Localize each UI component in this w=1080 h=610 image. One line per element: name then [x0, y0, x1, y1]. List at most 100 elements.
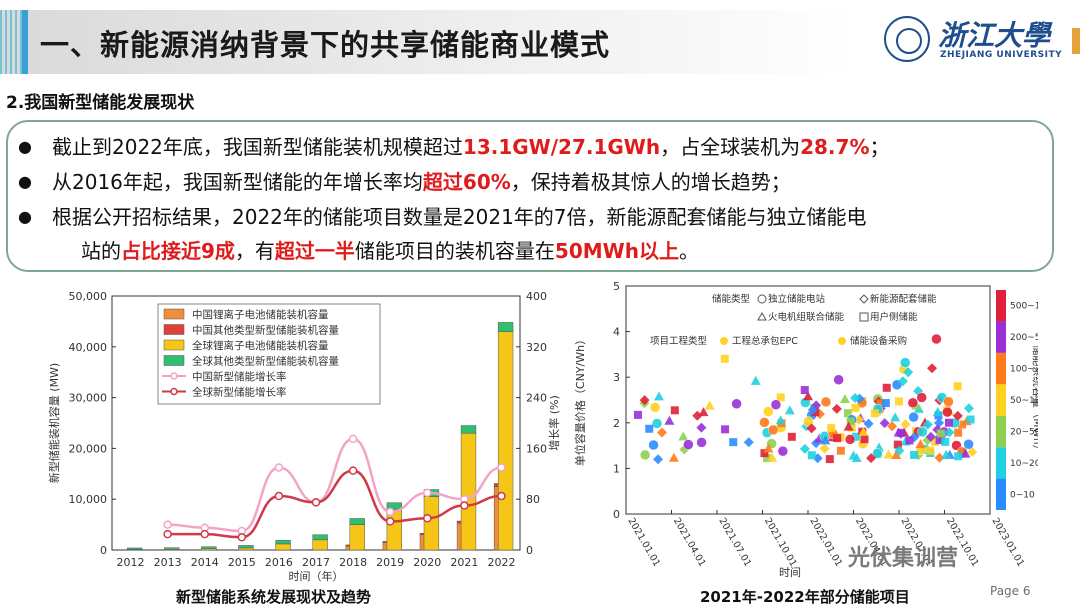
- legend-marker: [170, 387, 178, 396]
- scatter-point: [910, 450, 919, 459]
- scatter-point: [645, 424, 654, 433]
- scatter-point: [750, 375, 761, 385]
- bar-segment: [460, 432, 477, 551]
- bar-segment: [386, 502, 402, 510]
- y-tick-label: 50,000: [69, 290, 108, 303]
- scatter-point: [653, 391, 664, 401]
- y-tick-label: 20,000: [69, 442, 108, 455]
- legend-project-marker: [720, 337, 728, 345]
- scatter-point: [963, 439, 974, 450]
- growth-point: [348, 434, 358, 444]
- growth-point: [423, 488, 432, 498]
- scatter-point: [954, 452, 963, 461]
- scatter-point: [927, 363, 938, 374]
- scatter-point: [696, 437, 707, 448]
- bar-segment: [497, 331, 514, 551]
- legend-type-label: 火电机组联合储能: [768, 311, 845, 323]
- scatter-point: [648, 439, 659, 451]
- x-tick-label: 2023.01.01: [989, 516, 1026, 569]
- legend-swatch: [163, 355, 185, 366]
- key-points-box: 截止到2022年底，我国新型储能装机规模超过13.1GW/27.1GWh，占全球…: [6, 120, 1054, 272]
- scatter-point: [767, 424, 779, 436]
- legend-label: 全球新型储能增长率: [192, 386, 287, 399]
- legend-label: 全球锂离子电池储能装机容量: [192, 339, 329, 352]
- bar-segment: [497, 322, 514, 332]
- x-tick-label: 2021.04.01: [671, 516, 708, 569]
- growth-line: [167, 469, 502, 539]
- y-tick-label: 2: [613, 417, 620, 430]
- x-axis-label: 时间: [779, 566, 801, 579]
- colorbar-label: 20~50: [1010, 427, 1038, 437]
- colorbar-label: 200~500: [1010, 333, 1038, 343]
- scatter-point: [843, 409, 852, 418]
- scatter-point: [833, 374, 844, 385]
- scatter-point: [729, 438, 738, 447]
- growth-point: [163, 529, 172, 539]
- scatter-point: [960, 448, 971, 458]
- growth-point: [163, 520, 172, 529]
- bar-segment: [312, 539, 328, 551]
- scatter-point: [851, 453, 862, 463]
- scatter-point: [721, 425, 730, 434]
- bullet-3b-highlight-2: 超过一半: [274, 239, 355, 263]
- bar-segment: [164, 547, 180, 550]
- left-chart-caption: 新型储能系统发展现状及趋势: [176, 588, 372, 606]
- scatter-point: [784, 405, 795, 415]
- bar-segment: [201, 546, 217, 549]
- y-tick-label: 4: [613, 326, 620, 339]
- bar-segment: [460, 425, 477, 434]
- y-tick-label: 10,000: [69, 493, 108, 506]
- scatter-point: [858, 426, 869, 436]
- legend-type-label: 用户侧储能: [870, 311, 918, 323]
- y2-tick-label: 160: [526, 442, 547, 455]
- x-tick-label: 2014: [191, 556, 219, 569]
- scatter-point: [872, 448, 883, 459]
- x-tick-label: 2022.01.01: [807, 516, 844, 569]
- scatter-point: [656, 427, 667, 438]
- x-axis-label: 时间（年）: [289, 569, 344, 582]
- scatter-point: [863, 418, 874, 429]
- legend-box: [157, 303, 381, 405]
- scatter-point: [639, 449, 651, 461]
- scatter-point: [860, 435, 869, 444]
- growth-line: [167, 437, 502, 533]
- scatter-point: [831, 403, 842, 414]
- scatter-point: [698, 407, 709, 417]
- legend-marker: [757, 294, 767, 304]
- scatter-point: [678, 431, 689, 441]
- scatter-point: [899, 357, 911, 368]
- bullet-3b-highlight-3: 50MWh以上: [554, 239, 679, 263]
- scatter-point: [916, 392, 927, 403]
- bar-segment: [423, 496, 440, 551]
- scatter-point: [807, 451, 816, 460]
- scatter-point: [894, 445, 905, 456]
- scatter-point: [853, 414, 864, 425]
- title-accent-bar: [22, 10, 28, 74]
- scatter-point: [967, 446, 978, 457]
- scatter-point: [806, 423, 817, 434]
- y-tick-label: 30,000: [69, 392, 108, 405]
- growth-point: [385, 517, 395, 526]
- scatter-point: [852, 432, 861, 441]
- bullet-3b-text-mid2: 储能项目的装机容量在: [354, 239, 555, 263]
- colorbar-segment: [996, 447, 1006, 479]
- scatter-point: [925, 431, 936, 442]
- scatter-point: [887, 421, 898, 432]
- scatter-point: [770, 399, 782, 410]
- legend-project-marker: [838, 337, 846, 345]
- bar-segment: [349, 524, 365, 551]
- y2-axis-label: 增长率 (%): [547, 395, 561, 451]
- colorbar-label: 50~100: [1010, 396, 1038, 406]
- scatter-point: [866, 453, 877, 464]
- scatter-point: [776, 393, 785, 402]
- x-tick-label: 2016: [265, 556, 293, 569]
- scatter-point: [881, 399, 890, 408]
- y2-tick-label: 0: [526, 544, 533, 557]
- colorbar-label: 10~20: [1010, 459, 1038, 469]
- bullet-3b-text-end: 。: [678, 239, 699, 263]
- x-tick-label: 2021: [450, 556, 478, 569]
- y2-tick-label: 320: [526, 341, 547, 354]
- scatter-point: [827, 424, 836, 433]
- scatter-point: [894, 397, 903, 406]
- bullet-2-highlight: 超过60%: [422, 170, 511, 194]
